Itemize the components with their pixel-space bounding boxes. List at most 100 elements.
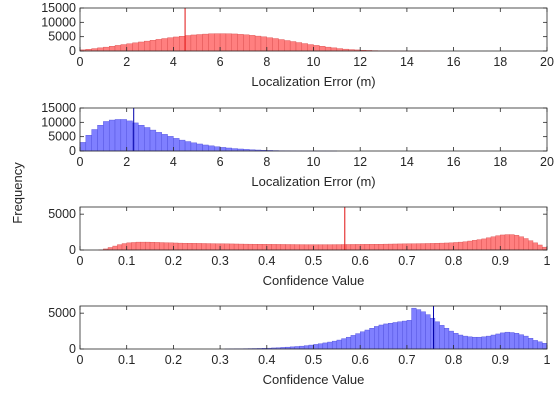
histogram-bar <box>434 321 440 350</box>
histogram-bar <box>126 120 133 152</box>
histogram-bar <box>462 241 468 251</box>
x-tick-label: 0.6 <box>352 353 369 367</box>
x-tick-label: 6 <box>217 55 224 69</box>
x-tick-label: 4 <box>170 155 177 169</box>
x-tick-label: 1 <box>544 353 551 367</box>
x-tick-label: 0 <box>77 353 84 367</box>
y-tick-label: 10000 <box>41 15 76 29</box>
histogram-bar <box>439 325 445 350</box>
histogram-bar <box>532 242 538 251</box>
histogram-bar <box>117 244 123 251</box>
histogram-bar <box>514 235 520 251</box>
histogram-bar <box>219 33 227 52</box>
histogram-bar <box>257 244 263 251</box>
histogram-bar <box>261 244 268 251</box>
histogram-bar <box>120 44 127 52</box>
histogram-bar <box>345 244 352 251</box>
histogram-bar <box>299 345 305 350</box>
histogram-bar <box>210 243 216 251</box>
histogram-bar <box>303 345 310 350</box>
histogram-bar <box>85 135 92 152</box>
histogram-bar <box>490 334 496 350</box>
x-tick-label: 0.6 <box>352 254 369 268</box>
histogram-bar <box>182 242 188 251</box>
histogram-bar <box>327 244 333 251</box>
histogram-bar <box>271 244 277 251</box>
histogram-bar <box>243 243 249 251</box>
histogram-bar <box>215 243 221 251</box>
histogram-bar <box>149 129 157 152</box>
histogram-bar <box>467 240 473 251</box>
x-tick-label: 0.2 <box>165 254 182 268</box>
x-tick-label: 20 <box>540 155 554 169</box>
x-tick-label: 0.4 <box>258 353 275 367</box>
histogram-bar <box>238 243 244 251</box>
histogram-bar <box>341 244 347 251</box>
histogram-bar <box>416 243 422 251</box>
histogram-bar <box>97 47 104 52</box>
histogram-bar <box>514 333 520 350</box>
x-tick-label: 12 <box>353 155 367 169</box>
histogram-bar <box>159 242 165 251</box>
histogram-bar <box>208 33 215 52</box>
histogram-bar <box>196 243 202 251</box>
histogram-bar <box>168 242 174 251</box>
histogram-bar <box>249 35 256 52</box>
histogram-bar <box>191 243 197 251</box>
histogram-bar <box>112 245 118 251</box>
histogram-bar <box>434 243 440 251</box>
x-tick-label: 0.7 <box>398 254 415 268</box>
histogram-bar <box>138 124 145 152</box>
x-tick-label: 0 <box>77 155 84 169</box>
histogram-bar <box>317 244 324 251</box>
histogram-bar <box>190 34 197 52</box>
histogram-bar <box>229 243 235 251</box>
histogram-bar <box>420 243 426 251</box>
histogram-bar <box>542 246 548 251</box>
histogram-bar <box>495 333 501 350</box>
x-tick-label: 0 <box>77 254 84 268</box>
histogram-bar <box>202 33 209 52</box>
histogram-bar <box>336 244 342 251</box>
histogram-bar <box>439 242 445 251</box>
histogram-bar <box>161 38 168 52</box>
histogram-bar <box>294 244 300 251</box>
histogram-bar <box>161 134 168 152</box>
y-tick-label: 5000 <box>48 306 76 320</box>
histogram-bar <box>233 243 239 251</box>
histogram-bar <box>155 39 162 52</box>
histogram-bar <box>336 339 342 350</box>
histogram-bar <box>458 241 464 251</box>
histogram-bar <box>476 336 482 350</box>
histogram-bar <box>140 241 146 251</box>
x-tick-label: 14 <box>400 55 414 69</box>
figure-ylabel: Frequency <box>10 162 25 224</box>
histogram-bar <box>542 343 548 350</box>
histogram-bar <box>126 242 132 251</box>
histogram-bar <box>260 36 267 52</box>
histogram-bar <box>448 242 454 251</box>
x-tick-label: 18 <box>493 155 507 169</box>
y-tick-label: 15000 <box>41 1 76 15</box>
histogram-bar <box>177 242 183 251</box>
histogram-bar <box>364 244 370 251</box>
histogram-bar <box>243 34 250 52</box>
histogram-bar <box>313 45 320 52</box>
histogram-bar <box>504 234 510 251</box>
histogram-bar <box>322 342 328 350</box>
histogram-bar <box>500 234 506 251</box>
histogram-bar <box>224 243 230 251</box>
x-tick-label: 0 <box>77 55 84 69</box>
y-tick-label: 5000 <box>48 130 76 144</box>
histogram-bar <box>425 243 431 251</box>
histogram-bar <box>289 244 296 251</box>
histogram-bar <box>453 242 459 251</box>
x-tick-label: 8 <box>263 155 270 169</box>
histogram-bar <box>528 240 534 251</box>
histogram-bar <box>397 243 403 251</box>
y-tick-label: 0 <box>69 342 76 356</box>
histogram-bar <box>108 46 116 52</box>
x-tick-label: 16 <box>447 155 461 169</box>
histogram-bar <box>163 242 169 251</box>
histogram-bar <box>360 244 366 251</box>
